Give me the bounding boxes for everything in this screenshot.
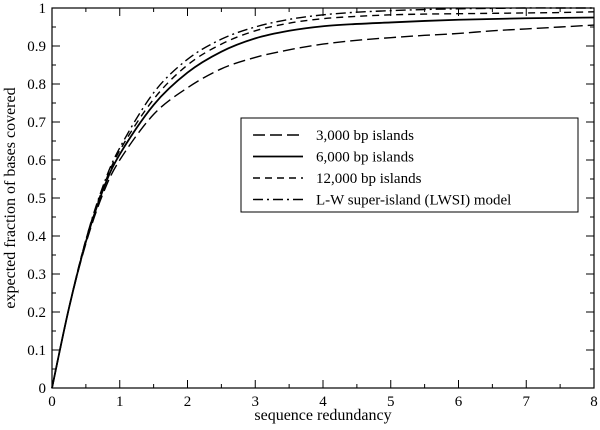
x-axis-label: sequence redundancy — [254, 407, 391, 424]
legend-label-1: 6,000 bp islands — [316, 150, 414, 166]
y-tick-label: 0.5 — [27, 191, 46, 207]
y-axis-label: expected fraction of bases covered — [2, 87, 19, 308]
x-tick-label: 8 — [590, 394, 598, 410]
legend-label-3: L-W super-island (LWSI) model — [316, 193, 511, 209]
series-line-2 — [51, 11, 595, 389]
series-line-0 — [51, 24, 595, 389]
y-tick-label: 0.9 — [27, 39, 46, 55]
x-tick-label: 5 — [387, 394, 395, 410]
x-tick-label: 2 — [184, 394, 192, 410]
y-tick-label: 1 — [39, 1, 47, 17]
x-tick-label: 1 — [116, 394, 124, 410]
x-tick-label: 4 — [319, 394, 327, 410]
y-tick-label: 0.8 — [27, 77, 46, 93]
x-tick-label: 6 — [455, 394, 463, 410]
axis-ticks — [51, 7, 595, 389]
series-lines — [51, 7, 595, 389]
y-tick-label: 0.2 — [27, 305, 46, 321]
y-tick-label: 0.4 — [27, 229, 46, 245]
axis-tick-labels: 0 1 2 3 4 5 6 7 8 0 0.1 0.2 0.3 0.4 0.5 0.6 0.7 0.8 0.9 1 — [27, 1, 598, 410]
legend-label-0: 3,000 bp islands — [316, 128, 414, 144]
y-tick-label: 0.6 — [27, 153, 46, 169]
x-tick-label: 3 — [252, 394, 260, 410]
x-tick-label: 0 — [48, 394, 56, 410]
y-tick-label: 0.7 — [27, 115, 46, 131]
series-line-3 — [51, 7, 594, 389]
y-tick-label: 0.3 — [27, 267, 46, 283]
y-tick-label: 0 — [39, 381, 47, 397]
x-tick-label: 7 — [523, 394, 531, 410]
legend: 3,000 bp islands 6,000 bp islands 12,000 b… — [240, 117, 579, 213]
legend-label-2: 12,000 bp islands — [316, 171, 422, 187]
legend-box — [240, 117, 579, 213]
y-tick-label: 0.1 — [27, 343, 46, 359]
